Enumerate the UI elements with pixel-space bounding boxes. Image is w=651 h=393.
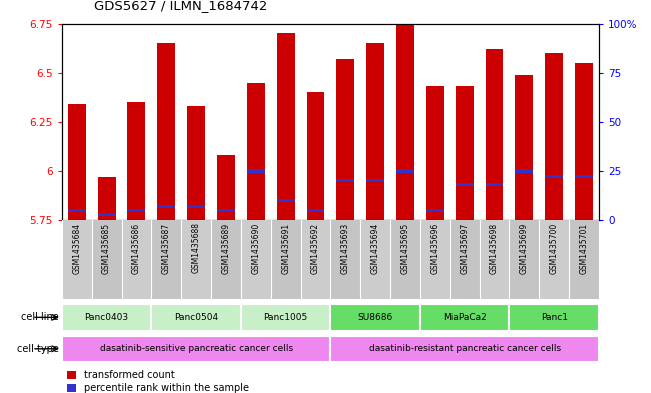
Text: GSM1435701: GSM1435701 [579, 222, 589, 274]
Bar [62, 304, 151, 331]
Text: cell line: cell line [21, 312, 59, 322]
Bar [420, 220, 450, 299]
Bar [450, 220, 480, 299]
Text: GSM1435686: GSM1435686 [132, 222, 141, 274]
Text: cell type: cell type [17, 344, 59, 354]
Bar [366, 179, 384, 182]
Bar [420, 304, 510, 331]
Bar [151, 304, 241, 331]
Bar [241, 220, 271, 299]
Text: Panc1: Panc1 [541, 313, 568, 322]
Bar [307, 209, 324, 212]
Text: GSM1435700: GSM1435700 [549, 222, 559, 274]
Bar [480, 220, 510, 299]
Legend: transformed count, percentile rank within the sample: transformed count, percentile rank withi… [66, 370, 249, 393]
Bar [247, 169, 265, 173]
Bar [337, 179, 354, 182]
Bar [158, 43, 175, 220]
Text: GSM1435696: GSM1435696 [430, 222, 439, 274]
Bar [277, 199, 294, 202]
Bar [128, 102, 145, 220]
Bar [277, 33, 294, 220]
Bar [330, 220, 360, 299]
Text: GSM1435697: GSM1435697 [460, 222, 469, 274]
Bar [360, 220, 390, 299]
Bar [426, 209, 444, 212]
Bar [516, 75, 533, 220]
Bar [545, 175, 563, 178]
Text: GSM1435684: GSM1435684 [72, 222, 81, 274]
Text: GSM1435692: GSM1435692 [311, 222, 320, 274]
Bar [211, 220, 241, 299]
Bar [510, 304, 599, 331]
Bar [98, 213, 116, 216]
Bar [539, 220, 569, 299]
Text: SU8686: SU8686 [357, 313, 393, 322]
Bar [68, 209, 86, 212]
Text: GSM1435693: GSM1435693 [341, 222, 350, 274]
Bar [456, 183, 474, 186]
Bar [545, 53, 563, 220]
Text: dasatinib-resistant pancreatic cancer cells: dasatinib-resistant pancreatic cancer ce… [368, 344, 561, 353]
Bar [271, 220, 301, 299]
Bar [62, 220, 92, 299]
Bar [516, 169, 533, 173]
Bar [456, 86, 474, 220]
Bar [151, 220, 181, 299]
Text: GSM1435691: GSM1435691 [281, 222, 290, 274]
Bar [92, 220, 122, 299]
Bar [366, 43, 384, 220]
Bar [337, 59, 354, 220]
Bar [62, 336, 331, 362]
Bar [330, 304, 420, 331]
Bar [510, 220, 539, 299]
Text: GSM1435687: GSM1435687 [162, 222, 171, 274]
Bar [128, 209, 145, 212]
Bar [241, 304, 330, 331]
Bar [217, 155, 235, 220]
Text: Panc1005: Panc1005 [264, 313, 308, 322]
Text: GSM1435698: GSM1435698 [490, 222, 499, 274]
Bar [486, 183, 503, 186]
Text: GSM1435699: GSM1435699 [520, 222, 529, 274]
Bar [217, 209, 235, 212]
Text: GDS5627 / ILMN_1684742: GDS5627 / ILMN_1684742 [94, 0, 268, 12]
Bar [98, 177, 116, 220]
Bar [575, 63, 593, 220]
Bar [187, 205, 205, 208]
Bar [68, 104, 86, 220]
Bar [187, 106, 205, 220]
Text: Panc0504: Panc0504 [174, 313, 218, 322]
Text: GSM1435695: GSM1435695 [400, 222, 409, 274]
Bar [396, 24, 414, 220]
Bar [181, 220, 211, 299]
Text: GSM1435694: GSM1435694 [370, 222, 380, 274]
Bar [158, 205, 175, 208]
Text: GSM1435689: GSM1435689 [221, 222, 230, 274]
Bar [396, 169, 414, 173]
Bar [569, 220, 599, 299]
Bar [575, 175, 593, 178]
Text: MiaPaCa2: MiaPaCa2 [443, 313, 486, 322]
Text: GSM1435690: GSM1435690 [251, 222, 260, 274]
Text: GSM1435688: GSM1435688 [191, 222, 201, 274]
Bar [122, 220, 151, 299]
Bar [330, 336, 599, 362]
Bar [247, 83, 265, 220]
Bar [486, 49, 503, 220]
Bar [301, 220, 330, 299]
Bar [307, 92, 324, 220]
Bar [390, 220, 420, 299]
Text: dasatinib-sensitive pancreatic cancer cells: dasatinib-sensitive pancreatic cancer ce… [100, 344, 293, 353]
Text: GSM1435685: GSM1435685 [102, 222, 111, 274]
Bar [426, 86, 444, 220]
Text: Panc0403: Panc0403 [85, 313, 129, 322]
